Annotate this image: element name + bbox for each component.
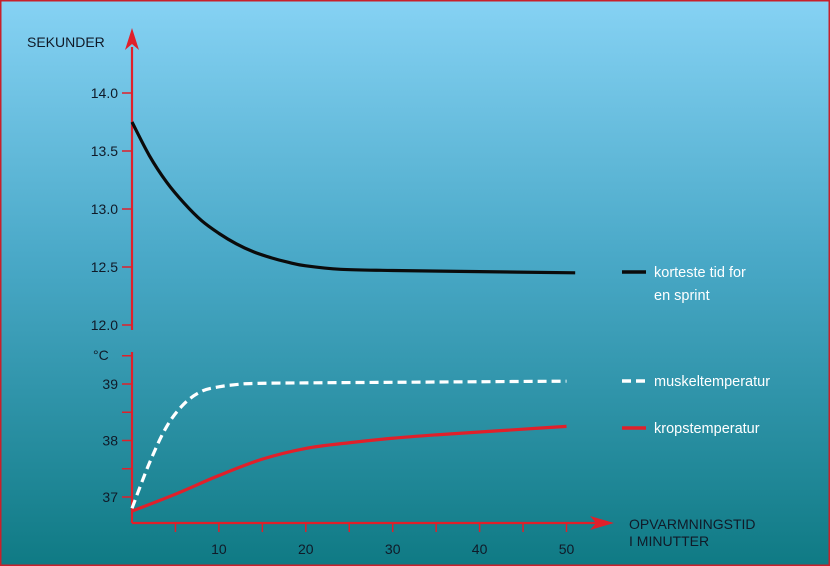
y-tick-label-time: 14.0 [91,85,118,101]
y-axis-title-seconds: SEKUNDER [27,34,105,50]
series-layer [130,121,576,513]
x-axis-arrow-icon [590,516,614,530]
y-tick-label-time: 13.0 [91,201,118,217]
labels-layer: SEKUNDER °C OPVARMNINGSTID I MINUTTER ko… [27,34,770,557]
legend-label-sprint-line-2: en sprint [654,288,710,304]
y-axis-arrow-icon [125,28,139,50]
y-tick-label-temperature: 37 [102,489,118,505]
axes-layer [122,28,614,532]
y-tick-label-time: 13.5 [91,143,118,159]
y-tick-label-time: 12.0 [91,317,118,333]
x-tick-label: 10 [211,541,227,557]
y-tick-label-temperature: 38 [102,433,118,449]
legend-label-body: kropstemperatur [654,421,760,437]
x-axis-title-line-2: I MINUTTER [629,533,709,549]
x-tick-label: 50 [559,541,575,557]
x-axis-title-line-1: OPVARMNINGSTID [629,516,756,532]
y-tick-label-time: 12.5 [91,259,118,275]
legend-label-muscle: muskeltemperatur [654,374,770,390]
series-line-time-0 [130,121,576,275]
y-tick-label-temperature: 39 [102,376,118,392]
y-axis-title-celsius: °C [93,347,109,363]
legend-label-sprint-line-1: korteste tid for [654,265,746,281]
x-tick-label: 20 [298,541,314,557]
x-tick-label: 40 [472,541,488,557]
series-line-temperature-1 [131,424,567,513]
series-line-temperature-0 [130,379,567,509]
x-tick-label: 30 [385,541,401,557]
